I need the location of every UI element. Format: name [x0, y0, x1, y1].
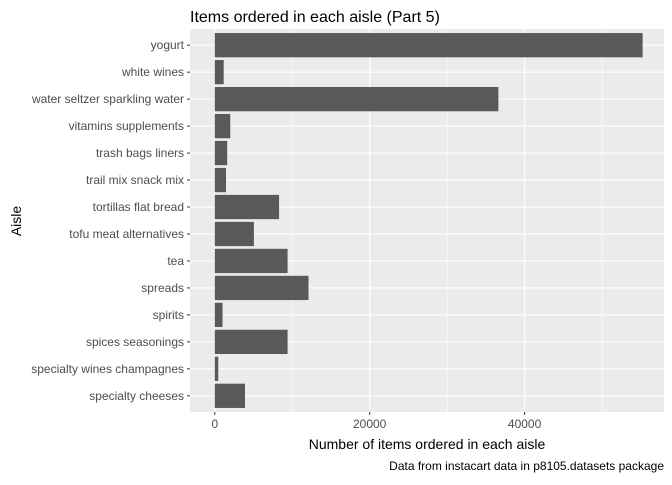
- x-tick-label: 20000: [353, 417, 387, 431]
- y-tick-label: vitamins supplements: [69, 119, 184, 133]
- caption: Data from instacart data in p8105.datase…: [389, 459, 664, 473]
- bar: [214, 356, 219, 381]
- y-axis-title: Aisle: [8, 206, 24, 237]
- x-tick-label: 0: [211, 417, 218, 431]
- y-tick-label: spreads: [141, 281, 184, 295]
- bar: [214, 113, 231, 139]
- bar: [214, 221, 254, 247]
- x-tick-label: 40000: [508, 417, 542, 431]
- y-axis: yogurt white wines water seltzer sparkling…: [31, 38, 190, 403]
- y-tick-label: specialty wines champagnes: [31, 362, 184, 376]
- x-axis-title: Number of items ordered in each aisle: [309, 436, 546, 452]
- y-tick-label: tofu meat alternatives: [69, 227, 184, 241]
- bar: [214, 60, 224, 85]
- major-gridlines: [190, 29, 664, 412]
- bar: [214, 86, 499, 112]
- y-tick-label: tortillas flat bread: [93, 200, 184, 214]
- y-tick-label: trail mix snack mix: [86, 173, 184, 187]
- bars: [214, 33, 643, 408]
- bar: [214, 383, 245, 408]
- x-axis: 0 20000 40000: [211, 412, 542, 431]
- bar: [214, 167, 227, 193]
- bar: [214, 302, 223, 328]
- y-tick-label: water seltzer sparkling water: [31, 92, 184, 106]
- y-tick-label: trash bags liners: [96, 146, 184, 160]
- y-tick-label: specialty cheeses: [89, 389, 184, 403]
- y-tick-label: spices seasonings: [86, 335, 184, 349]
- plot-panel: [190, 29, 664, 412]
- y-tick-label: yogurt: [151, 38, 185, 52]
- bar: [214, 33, 643, 58]
- bar: [214, 275, 309, 301]
- bar: [214, 140, 228, 166]
- y-tick-label: tea: [167, 254, 184, 268]
- y-tick-label: spirits: [153, 308, 184, 322]
- chart-title: Items ordered in each aisle (Part 5): [190, 9, 440, 26]
- bar: [214, 248, 288, 274]
- bar: [214, 194, 280, 220]
- bar: [214, 329, 288, 355]
- y-tick-label: white wines: [121, 65, 184, 79]
